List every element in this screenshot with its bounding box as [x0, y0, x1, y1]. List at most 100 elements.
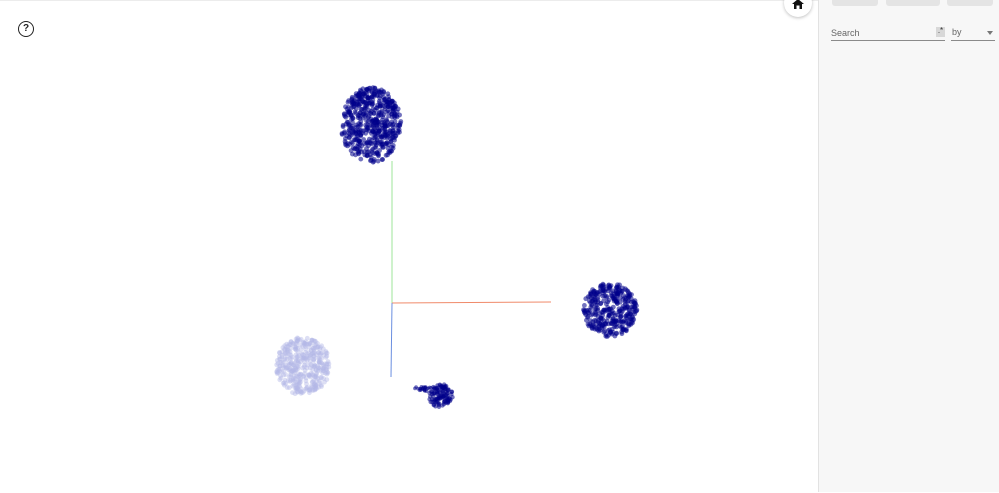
data-point[interactable] [307, 353, 313, 358]
data-point[interactable] [295, 364, 301, 370]
data-point[interactable] [304, 365, 310, 371]
data-point[interactable] [290, 365, 295, 370]
data-point[interactable] [292, 368, 297, 374]
data-point[interactable] [303, 346, 309, 352]
data-point[interactable] [294, 387, 299, 393]
data-point[interactable] [284, 344, 289, 350]
data-point[interactable] [610, 321, 616, 326]
data-point[interactable] [277, 350, 282, 355]
data-point[interactable] [300, 357, 306, 362]
data-point[interactable] [316, 359, 322, 365]
panel-tab-1[interactable] [832, 0, 878, 6]
data-point[interactable] [449, 392, 454, 397]
data-point[interactable] [292, 376, 298, 382]
data-point[interactable] [287, 367, 292, 372]
cluster-bottom-small[interactable] [427, 382, 455, 409]
data-point[interactable] [288, 371, 294, 377]
data-point[interactable] [312, 382, 318, 388]
data-point[interactable] [290, 390, 295, 395]
data-point[interactable] [301, 352, 306, 358]
data-point[interactable] [315, 376, 321, 381]
data-point[interactable] [308, 340, 313, 346]
data-point[interactable] [283, 350, 288, 355]
data-point[interactable] [321, 376, 326, 381]
data-point[interactable] [595, 306, 601, 311]
data-point[interactable] [298, 372, 304, 377]
data-point[interactable] [307, 373, 312, 379]
data-point[interactable] [301, 355, 307, 361]
data-point[interactable] [290, 383, 296, 389]
data-point[interactable] [380, 144, 386, 150]
data-point[interactable] [315, 341, 320, 346]
data-point[interactable] [280, 380, 286, 386]
data-point[interactable] [350, 115, 356, 121]
data-point[interactable] [322, 361, 328, 367]
data-point[interactable] [362, 99, 367, 105]
data-point[interactable] [358, 106, 364, 112]
data-point[interactable] [278, 375, 284, 381]
data-point[interactable] [284, 341, 290, 347]
data-point[interactable] [288, 339, 294, 344]
data-point[interactable] [293, 382, 299, 388]
data-point[interactable] [284, 346, 290, 352]
data-point[interactable] [292, 370, 297, 375]
data-point[interactable] [309, 351, 315, 356]
data-point[interactable] [303, 341, 309, 347]
data-point[interactable] [301, 339, 306, 345]
data-point[interactable] [306, 372, 312, 378]
data-point[interactable] [294, 389, 300, 395]
data-point[interactable] [304, 385, 310, 390]
data-point[interactable] [308, 386, 314, 392]
data-point[interactable] [308, 365, 313, 371]
data-point[interactable] [436, 387, 441, 393]
data-point[interactable] [293, 345, 299, 351]
data-point[interactable] [282, 347, 288, 353]
data-point[interactable] [312, 387, 318, 393]
data-point[interactable] [317, 352, 323, 357]
data-point[interactable] [377, 148, 382, 153]
data-point[interactable] [628, 316, 634, 322]
data-point[interactable] [358, 87, 363, 93]
data-point[interactable] [443, 389, 449, 394]
data-point[interactable] [621, 327, 627, 333]
data-point[interactable] [284, 365, 289, 371]
data-point[interactable] [358, 132, 363, 137]
data-point[interactable] [585, 310, 591, 316]
data-point[interactable] [288, 374, 294, 379]
data-point[interactable] [293, 356, 299, 362]
data-point[interactable] [298, 347, 304, 353]
data-point[interactable] [346, 112, 352, 118]
data-point[interactable] [296, 353, 302, 359]
data-point[interactable] [294, 381, 299, 386]
data-point[interactable] [384, 140, 390, 146]
data-point[interactable] [311, 358, 316, 363]
data-point[interactable] [581, 307, 586, 313]
data-point[interactable] [292, 377, 298, 383]
data-point[interactable] [313, 372, 319, 377]
data-point[interactable] [300, 352, 305, 357]
data-point[interactable] [316, 359, 322, 365]
data-point[interactable] [319, 360, 324, 366]
data-point[interactable] [307, 390, 312, 396]
data-point[interactable] [291, 341, 296, 347]
data-point[interactable] [295, 357, 301, 363]
data-point[interactable] [277, 354, 282, 360]
data-point[interactable] [614, 321, 619, 327]
data-point[interactable] [376, 128, 382, 134]
data-point[interactable] [303, 355, 309, 361]
data-point[interactable] [312, 364, 317, 369]
data-point[interactable] [616, 309, 622, 315]
data-point[interactable] [381, 112, 386, 118]
data-point[interactable] [352, 98, 358, 103]
data-point[interactable] [306, 344, 312, 350]
data-point[interactable] [307, 355, 313, 361]
data-point[interactable] [295, 345, 301, 351]
data-point[interactable] [626, 290, 631, 296]
data-point[interactable] [339, 132, 345, 137]
data-point[interactable] [351, 129, 357, 135]
data-point[interactable] [277, 350, 282, 356]
point-cloud-scene[interactable] [0, 1, 818, 493]
data-point[interactable] [617, 295, 623, 301]
data-point[interactable] [619, 309, 625, 314]
data-point[interactable] [316, 359, 322, 365]
